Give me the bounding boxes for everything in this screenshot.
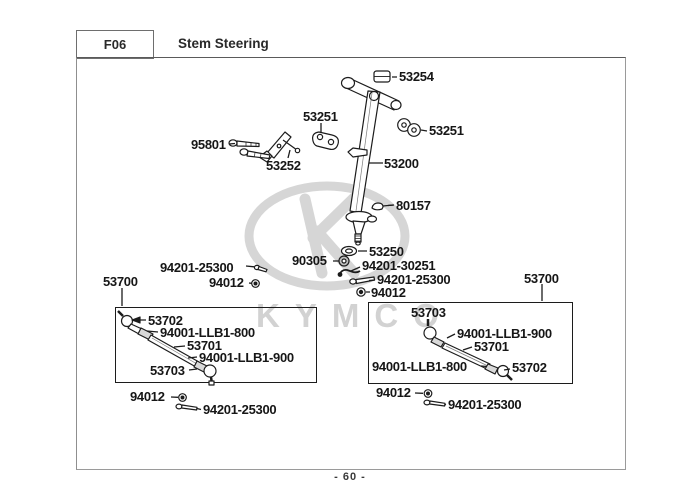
arrowhead-53702-left: [131, 316, 141, 324]
screw-left-94201-25300-drawing: [253, 264, 268, 273]
kymco-text-watermark: KYMCO: [256, 297, 454, 334]
page-title: Stem Steering: [178, 36, 269, 51]
page-number: - 60 -: [334, 471, 366, 483]
right-tie-rod-drawing: [423, 319, 513, 381]
cap-53254-drawing: [373, 70, 391, 83]
clamp-right-53251-drawing: [397, 118, 421, 137]
screw-below-left-94201-25300-drawing: [175, 403, 198, 411]
bolt-80157-drawing: [371, 202, 394, 211]
washer-below-left-94012-drawing: [178, 393, 187, 402]
steering-stem-drawing: [340, 76, 402, 246]
right-tie-rod-assembly-box: [368, 302, 573, 384]
ring-53250-drawing: [340, 245, 358, 257]
section-code-box: F06: [76, 30, 154, 59]
screw-below-right-94201-25300-drawing: [423, 399, 446, 407]
washer-below-right-94012-drawing: [423, 389, 433, 398]
washer-left-94012-drawing: [251, 279, 260, 288]
diagram-frame: [76, 57, 626, 470]
clamp-left-53251-drawing: [312, 131, 339, 151]
left-tie-rod-drawing: [117, 310, 217, 386]
section-code: F06: [103, 37, 127, 52]
nut-90305-drawing: [338, 255, 350, 267]
bolts-95801-drawing: [228, 139, 271, 160]
left-tie-rod-assembly-box: [115, 307, 317, 383]
leader-lines: [121, 76, 543, 411]
pin-94201-30251-drawing: [337, 268, 361, 277]
washer-mid-94012-drawing: [356, 287, 366, 297]
